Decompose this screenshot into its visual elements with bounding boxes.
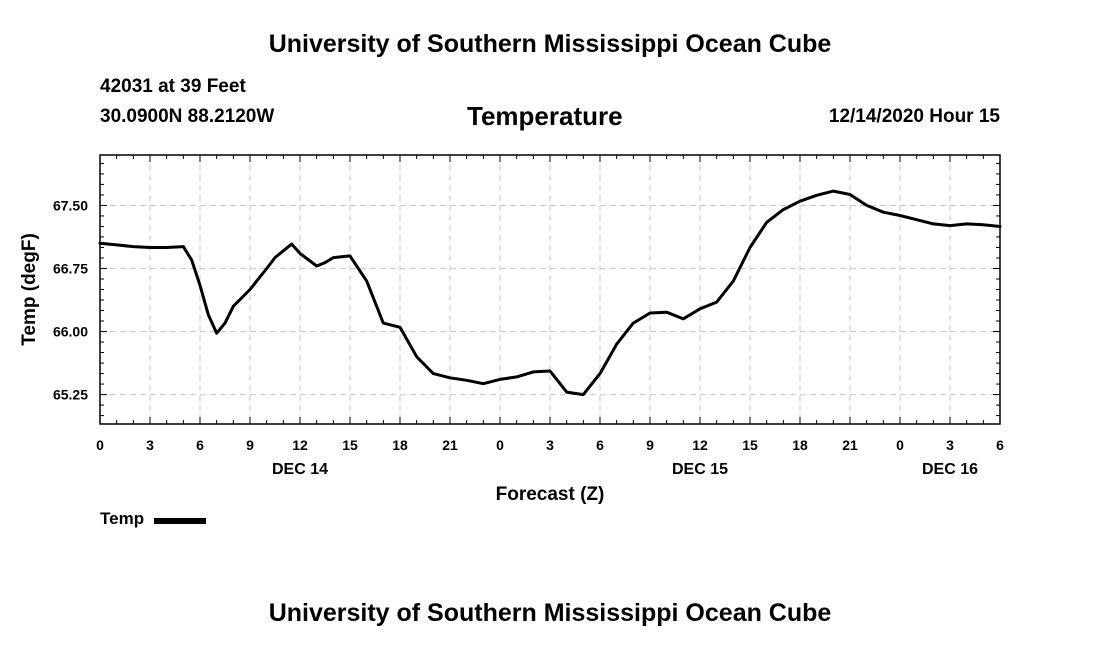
forecast-date-hour: 12/14/2020 Hour 15 (828, 106, 1000, 127)
chart-title: Temperature (467, 101, 623, 131)
x-tick-label-18: 6 (996, 437, 1004, 453)
day-label-2: DEC 16 (922, 461, 978, 478)
legend: Temp (100, 509, 207, 529)
axes-layer (99, 154, 1001, 425)
x-tick-label-7: 21 (442, 437, 458, 453)
x-tick-label-13: 15 (742, 437, 758, 453)
x-tick-label-2: 6 (196, 437, 204, 453)
x-tick-label-15: 21 (842, 437, 858, 453)
x-tick-label-11: 9 (646, 437, 654, 453)
x-tick-label-0: 0 (96, 437, 104, 453)
x-tick-label-12: 12 (692, 437, 708, 453)
coordinates-label: 30.0900N 88.2120W (100, 106, 275, 127)
x-tick-label-5: 15 (342, 437, 358, 453)
x-tick-label-17: 3 (946, 437, 954, 453)
y-tick-label-3: 67.50 (53, 197, 88, 213)
x-tick-label-4: 12 (292, 437, 308, 453)
y-axis-label: Temp (degF) (19, 233, 40, 346)
x-tick-label-6: 18 (392, 437, 408, 453)
x-tick-label-10: 6 (596, 437, 604, 453)
x-tick-label-3: 9 (246, 437, 254, 453)
legend-label-temp: Temp (100, 509, 145, 528)
x-tick-label-8: 0 (496, 437, 504, 453)
x-axis-label: Forecast (Z) (496, 484, 605, 505)
x-tick-label-9: 3 (546, 437, 554, 453)
page-title: University of Southern Mississippi Ocean… (268, 30, 832, 58)
x-tick-label-16: 0 (896, 437, 904, 453)
tick-labels-layer: 0 3 6 9 12 15 18 21 0 3 6 9 12 15 18 21 0 3 6 DEC 14 DEC 15 D… (19, 197, 1004, 505)
grid-layer (100, 155, 1000, 424)
footer-title: University of Southern Mississippi Ocean… (268, 599, 832, 627)
legend-swatch-temp (154, 517, 207, 524)
day-label-1: DEC 15 (672, 461, 728, 478)
series-layer (98, 189, 1002, 397)
x-tick-label-1: 3 (146, 437, 154, 453)
y-tick-label-2: 66.75 (53, 260, 88, 276)
y-tick-label-0: 65.25 (53, 387, 88, 403)
y-tick-label-1: 66.00 (53, 324, 88, 340)
series-line-temp (98, 189, 1002, 397)
day-label-0: DEC 14 (272, 461, 328, 478)
station-label: 42031 at 39 Feet (100, 76, 246, 97)
x-tick-label-14: 18 (792, 437, 808, 453)
